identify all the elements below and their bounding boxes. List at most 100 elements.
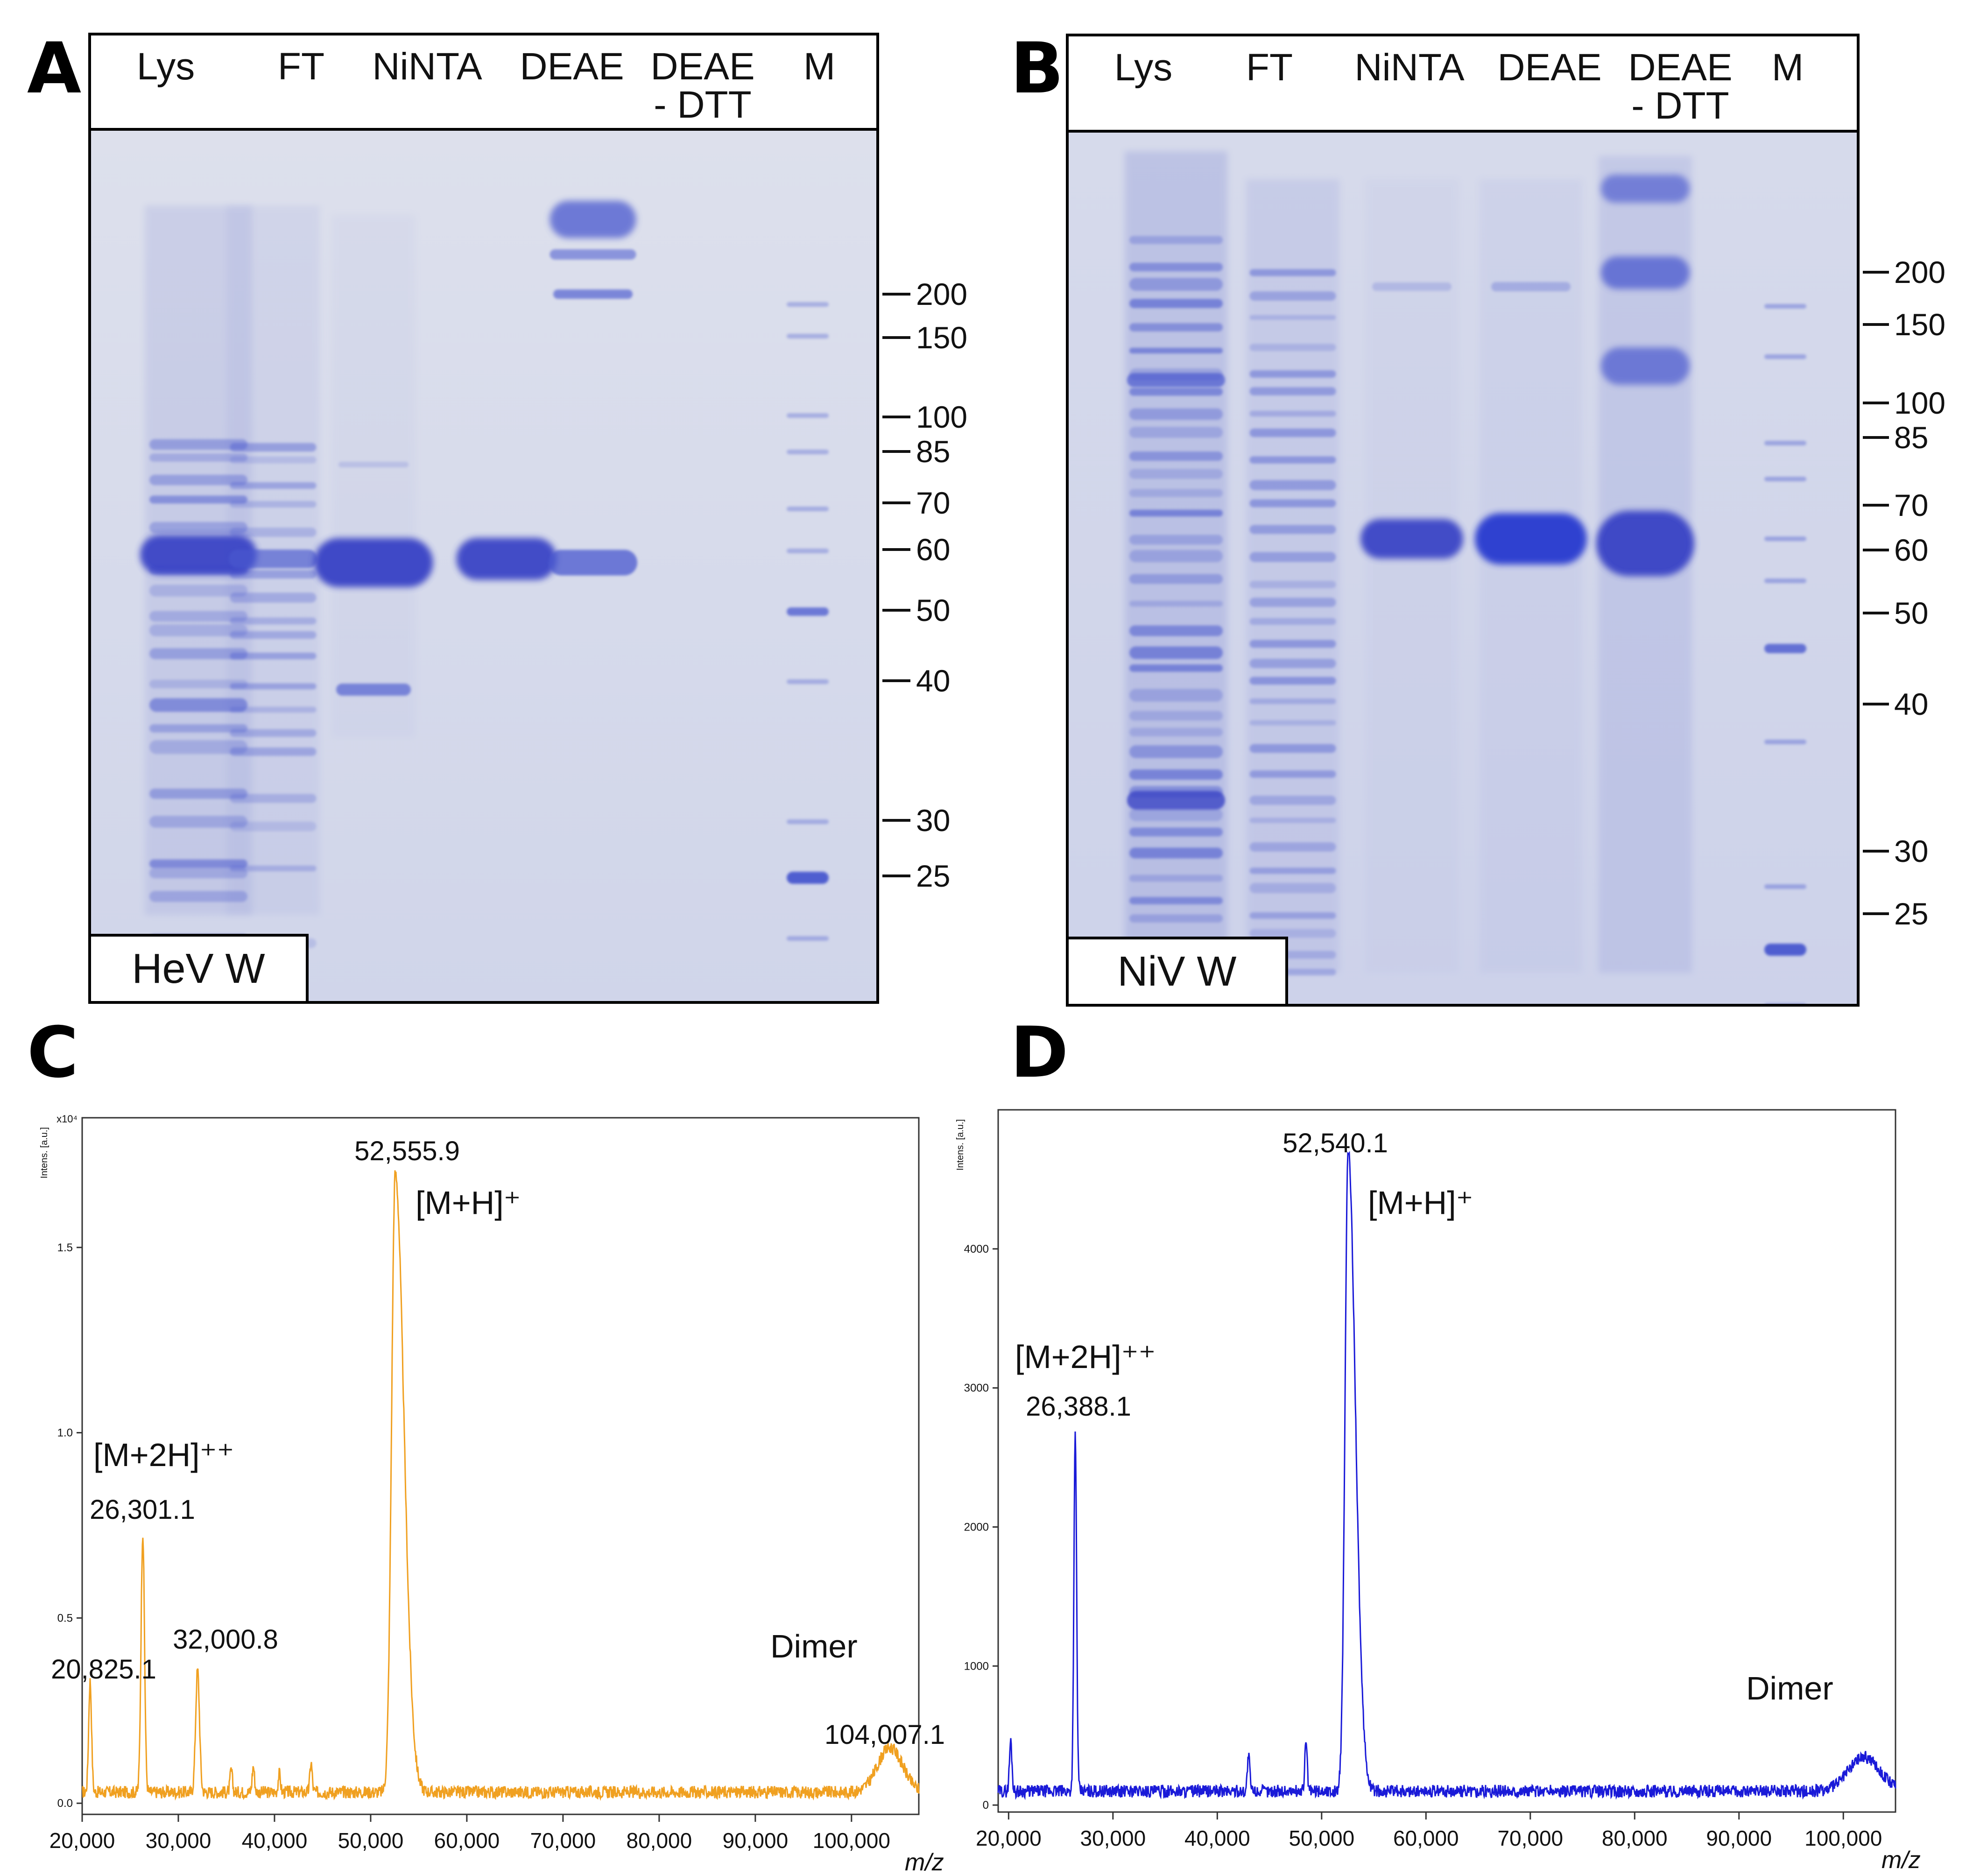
gel-band: [1764, 740, 1806, 744]
gel-band: [149, 891, 247, 902]
gel-band: [230, 443, 317, 452]
gel-band: [230, 794, 317, 803]
gel-band: [1249, 315, 1336, 320]
gel-band: [1249, 456, 1336, 464]
mw-tick: [882, 416, 910, 418]
plot-frame: [997, 1109, 1896, 1813]
gel-band: [149, 679, 247, 689]
gel-band: [149, 474, 247, 486]
gel-band: [787, 819, 829, 824]
peak-value-label: 20,825.1: [51, 1654, 156, 1685]
gel-band: [1249, 867, 1336, 874]
x-tick-label: 90,000: [1706, 1826, 1772, 1850]
gel-band: [1129, 236, 1223, 244]
peak-value-label: 52,540.1: [1282, 1128, 1388, 1158]
x-tick-label: 70,000: [530, 1828, 596, 1853]
gel-band: [1127, 373, 1225, 387]
gel-band: [1249, 720, 1336, 726]
spectrum-trace: [82, 1170, 920, 1801]
lane-label-ninta: NiNTA: [372, 45, 482, 88]
gel-band: [1249, 912, 1336, 919]
gel-band: [1491, 282, 1571, 291]
gel-band: [1475, 513, 1587, 564]
gel-band: [1249, 618, 1336, 625]
x-tick-label: 20,000: [976, 1826, 1042, 1850]
gel-band: [553, 289, 633, 299]
gel-band: [1764, 578, 1806, 583]
gel-band: [230, 729, 317, 737]
mw-label: 30: [916, 803, 951, 838]
gel-band: [1129, 711, 1223, 721]
x-tick-label: 60,000: [434, 1828, 500, 1853]
gel-band: [1129, 600, 1223, 607]
lane-label-ft: FT: [1246, 46, 1293, 89]
gel-band: [1129, 299, 1223, 308]
gel-band: [1596, 511, 1694, 576]
gel-band: [1764, 884, 1806, 889]
mw-label: 70: [1894, 488, 1929, 522]
gel-band: [787, 507, 829, 511]
gel-band: [338, 462, 409, 467]
spectrum-trace: [997, 1151, 1896, 1800]
lane-label-marker: M: [803, 45, 836, 88]
x-tick-label: 90,000: [722, 1828, 788, 1853]
gel-band: [149, 453, 247, 462]
gel-band: [230, 527, 317, 537]
x-tick-label: 70,000: [1497, 1826, 1563, 1850]
gel-band: [149, 648, 247, 659]
gel-band: [149, 624, 247, 636]
gel-band: [230, 748, 317, 756]
gel-svg-b: [1069, 133, 1857, 1004]
gel-band: [1129, 664, 1223, 672]
gel-band: [1764, 644, 1806, 653]
y-tick-label: 1.0: [57, 1427, 73, 1439]
gel-band: [230, 501, 317, 508]
y-tick-label: 2000: [964, 1521, 989, 1533]
gel-band: [230, 456, 317, 464]
gel-band: [149, 789, 247, 799]
y-tick-label: 1.5: [57, 1241, 73, 1254]
mw-label: 50: [916, 593, 951, 628]
gel-band: [1129, 847, 1223, 859]
mw-label: 30: [1894, 834, 1929, 868]
gel-band: [1129, 408, 1223, 420]
mw-tick: [1863, 323, 1889, 326]
gel-band: [1129, 727, 1223, 737]
peak-annotation: [M+2H]⁺⁺: [93, 1437, 234, 1473]
gel-band: [1129, 489, 1223, 497]
gel-band: [230, 570, 317, 579]
lane-header-a: Lys FT NiNTA DEAE DEAE - DTT M: [88, 33, 879, 131]
mw-tick: [1863, 436, 1889, 439]
gel-panel-a: Lys FT NiNTA DEAE DEAE - DTT M HeV W: [88, 33, 879, 1004]
gel-smear: [1365, 179, 1459, 973]
gel-band: [550, 249, 636, 260]
mw-label: 85: [1894, 420, 1929, 455]
x-tick-label: 40,000: [1184, 1826, 1250, 1850]
gel-band: [1129, 808, 1223, 821]
gel-band: [1129, 625, 1223, 636]
y-tick-label: 0.5: [57, 1612, 73, 1624]
gel-svg-a: [91, 131, 876, 1001]
y-tick-label: 0: [983, 1799, 989, 1812]
gel-band: [1249, 818, 1336, 823]
gel-band: [787, 334, 829, 339]
lane-label-lys: Lys: [1114, 46, 1173, 89]
gel-band: [1129, 347, 1223, 354]
x-tick-label: 100,000: [813, 1828, 890, 1853]
mw-label: 40: [1894, 687, 1929, 721]
gel-band: [1249, 929, 1336, 938]
gel-band: [1129, 827, 1223, 837]
gel-band: [230, 652, 317, 660]
gel-band: [149, 495, 247, 504]
peak-annotation: Dimer: [770, 1628, 858, 1664]
gel-band: [1360, 519, 1463, 559]
peak-annotation: [M+H]⁺: [1368, 1185, 1473, 1221]
y-axis-label: Intens. [a.u.]: [39, 1127, 49, 1178]
gel-band: [1129, 897, 1223, 904]
sample-label-niv: NiV W: [1066, 937, 1288, 1007]
gel-band: [1129, 451, 1223, 461]
x-tick-label: 30,000: [1080, 1826, 1146, 1850]
